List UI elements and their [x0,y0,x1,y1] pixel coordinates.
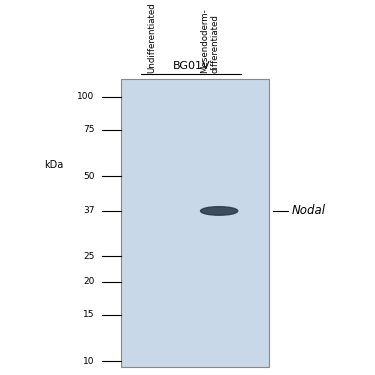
Text: 15: 15 [83,310,94,320]
Text: 100: 100 [77,92,94,101]
Text: 37: 37 [83,207,94,216]
Text: Mesendoderm-
differentiated: Mesendoderm- differentiated [200,8,219,72]
Text: BG01V: BG01V [172,61,210,71]
Ellipse shape [201,207,238,215]
Text: Undifferentiated: Undifferentiated [147,2,156,72]
Bar [120,79,269,368]
Text: Nodal: Nodal [292,204,326,218]
Text: 10: 10 [83,357,94,366]
Text: kDa: kDa [44,160,63,170]
Text: 20: 20 [83,277,94,286]
Text: 50: 50 [83,172,94,181]
Text: 25: 25 [83,252,94,261]
Text: 75: 75 [83,125,94,134]
